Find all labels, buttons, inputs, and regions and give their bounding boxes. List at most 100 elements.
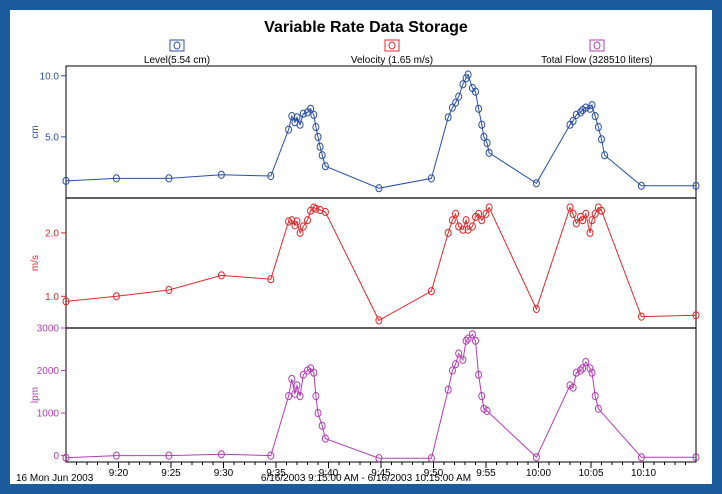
y-tick-label: 0 — [53, 451, 59, 462]
data-point — [582, 103, 590, 112]
data-point — [475, 370, 483, 379]
y-tick-label: 3000 — [37, 324, 60, 335]
data-point — [594, 123, 602, 132]
data-point — [217, 170, 225, 179]
x-tick-label: 9:45 — [371, 468, 391, 479]
data-point — [299, 222, 307, 231]
data-point — [321, 162, 329, 171]
y-axis-label: cm — [30, 125, 41, 138]
y-tick-label: 1.0 — [45, 292, 59, 303]
data-point — [464, 334, 472, 343]
data-point — [478, 216, 486, 225]
data-point — [472, 336, 479, 345]
data-point — [307, 104, 315, 113]
x-tick-label: 10:05 — [578, 468, 603, 479]
data-point — [62, 453, 70, 462]
data-point — [455, 349, 463, 358]
data-point — [288, 112, 296, 121]
data-point — [321, 434, 329, 443]
data-point — [375, 316, 383, 325]
data-point — [485, 148, 493, 157]
data-point — [572, 110, 580, 120]
series-line — [65, 73, 696, 189]
data-point — [452, 98, 460, 107]
data-point — [591, 112, 599, 121]
data-point — [475, 104, 483, 113]
data-point — [591, 209, 599, 218]
data-point — [572, 368, 580, 377]
data-point — [572, 219, 580, 228]
data-point — [586, 364, 594, 373]
y-tick-label: 1000 — [37, 409, 60, 420]
data-point — [637, 453, 645, 462]
data-point — [591, 392, 599, 401]
data-point — [321, 207, 329, 217]
data-point — [485, 203, 493, 212]
data-point — [267, 171, 275, 181]
data-point — [444, 228, 452, 237]
data-point — [579, 364, 587, 373]
data-point — [452, 360, 460, 369]
data-point — [427, 174, 435, 183]
data-point — [462, 336, 470, 345]
data-point — [459, 80, 467, 89]
series-line — [65, 333, 696, 459]
data-point — [304, 216, 311, 225]
data-point — [577, 108, 584, 117]
data-point — [588, 216, 596, 225]
data-point — [582, 209, 590, 218]
data-point — [267, 451, 275, 460]
data-point — [112, 174, 120, 183]
data-point — [312, 204, 320, 213]
chart-svg: Variable Rate Data Storage Level(5.54 cm… — [16, 19, 700, 484]
data-point — [569, 383, 577, 392]
data-point — [293, 113, 301, 122]
data-point — [285, 125, 293, 134]
data-point — [692, 311, 700, 320]
legend-marker — [388, 41, 396, 50]
y-tick-label: 10.0 — [40, 71, 60, 82]
data-point — [62, 176, 70, 185]
data-point — [314, 409, 322, 418]
legend-label: Total Flow (328510 liters) — [541, 55, 653, 66]
data-point — [310, 110, 318, 120]
plot-area: 5.0 10.0 cm 1.0 2.0 m/s 0 1000 2000 3000 lpm 9:20 9:… — [30, 65, 700, 479]
data-point — [318, 421, 326, 430]
data-point — [455, 92, 463, 101]
data-point — [478, 120, 486, 129]
x-tick-label: 9:50 — [424, 468, 444, 479]
data-point — [692, 181, 700, 190]
data-point — [586, 228, 594, 237]
footer-range: 6/16/2003 9:15:00 AM - 6/16/2003 10:15:0… — [261, 473, 471, 484]
panel-level: 5.0 10.0 cm — [30, 70, 700, 193]
data-point — [165, 451, 173, 460]
chart-panel: Variable Rate Data Storage Level(5.54 cm… — [10, 10, 712, 484]
data-point — [285, 217, 293, 226]
data-point — [598, 135, 605, 144]
data-point — [480, 132, 488, 142]
data-point — [316, 142, 324, 151]
data-point — [296, 228, 304, 237]
data-point — [444, 113, 452, 122]
y-tick-label: 5.0 — [45, 132, 59, 143]
data-point — [468, 222, 476, 231]
legend-label: Velocity (1.65 m/s) — [351, 55, 433, 66]
data-point — [452, 209, 460, 218]
legend-swatch — [384, 39, 400, 52]
data-point — [312, 392, 320, 401]
x-tick-label: 9:55 — [476, 468, 496, 479]
data-point — [588, 368, 596, 377]
data-point — [427, 287, 435, 296]
data-point — [472, 87, 479, 96]
data-point — [532, 304, 540, 314]
data-point — [569, 116, 577, 126]
data-point — [288, 374, 296, 384]
panel-total-flow: 0 1000 2000 3000 lpm — [30, 324, 700, 463]
data-point — [598, 206, 605, 215]
data-point — [112, 292, 120, 301]
legend-label: Level(5.54 cm) — [144, 55, 210, 66]
data-point — [444, 385, 452, 394]
y-tick-label: 2.0 — [45, 228, 59, 239]
x-tick-label: 9:20 — [109, 468, 129, 479]
data-point — [483, 138, 491, 148]
